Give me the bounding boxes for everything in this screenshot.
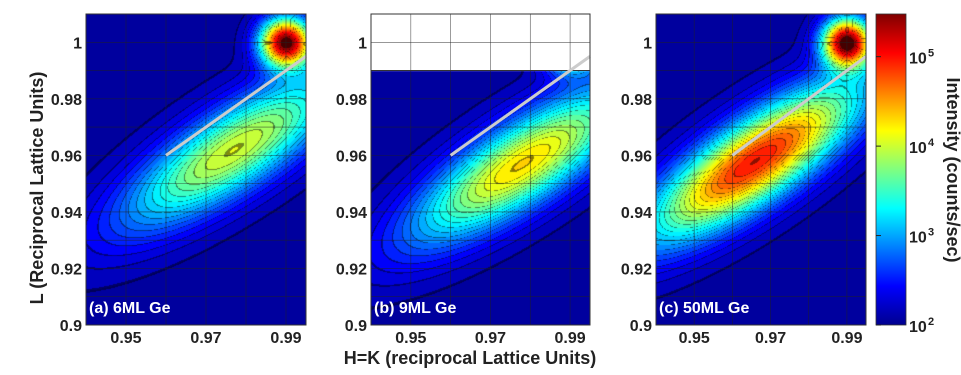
- colorbar-gradient: [875, 13, 907, 326]
- colorbar-tick-exponent: 5: [928, 48, 934, 60]
- x-tick-label: 0.97: [755, 330, 786, 347]
- y-tick-label: 0.98: [621, 92, 652, 109]
- y-tick-label: 1: [358, 35, 367, 52]
- grid-a: [86, 14, 306, 325]
- x-tick-label: 0.99: [831, 330, 862, 347]
- colorbar-tick-label: 10: [909, 230, 927, 247]
- y-axis-label: L (Reciprocal Lattice Units): [27, 72, 47, 305]
- guide-line-b: [449, 55, 591, 157]
- colorbar-tick-exponent: 2: [928, 316, 934, 328]
- y-tick-label: 0.92: [51, 261, 82, 278]
- heatmap-a: [86, 14, 306, 325]
- colorbar-tick-label: 10: [909, 140, 927, 157]
- y-tick-label: 0.94: [621, 205, 652, 222]
- y-tick-label: 0.94: [336, 205, 367, 222]
- x-tick-label: 0.95: [679, 330, 710, 347]
- colorbar-tick-exponent: 3: [928, 227, 934, 239]
- y-tick-label: 0.96: [51, 148, 82, 165]
- panel-label-b: (b) 9ML Ge: [374, 300, 456, 317]
- x-tick-label: 0.99: [270, 330, 301, 347]
- colorbar-tick-label: 10: [909, 319, 927, 336]
- guide-line-c: [731, 55, 867, 157]
- x-tick-label: 0.95: [395, 330, 426, 347]
- y-tick-label: 0.92: [621, 261, 652, 278]
- grid-c: [656, 14, 866, 325]
- y-tick-label: 1: [643, 35, 652, 52]
- frame-b: [370, 13, 591, 326]
- panel-b: 0.95 0.97 0.99 0.9 0.92 0.94 0.96 0.98 1 (b) 9ML …: [336, 13, 591, 347]
- y-tick-label: 0.98: [51, 92, 82, 109]
- panel-a: 0.95 0.97 0.99 0.9 0.92 0.94 0.96 0.98 1 (a) 6ML …: [51, 13, 307, 347]
- y-tick-label: 0.96: [336, 148, 367, 165]
- y-tick-label: 0.9: [60, 318, 82, 335]
- y-tick-label: 1: [73, 35, 82, 52]
- x-tick-label: 0.95: [110, 330, 141, 347]
- panel-c: 0.95 0.97 0.99 0.9 0.92 0.94 0.96 0.98 1 (c) 50ML…: [621, 13, 867, 347]
- x-tick-label: 0.97: [475, 330, 506, 347]
- heatmap-b: [371, 14, 590, 325]
- frame-c: [655, 13, 867, 326]
- y-tick-label: 0.98: [336, 92, 367, 109]
- frame-a: [85, 13, 307, 326]
- x-tick-label: 0.97: [190, 330, 221, 347]
- y-tick-label: 0.9: [345, 318, 367, 335]
- y-tick-label: 0.94: [51, 205, 82, 222]
- y-tick-label: 0.96: [621, 148, 652, 165]
- colorbar-tick-exponent: 4: [928, 137, 935, 149]
- heatmap-c: [656, 14, 866, 325]
- y-tick-label: 0.9: [630, 318, 652, 335]
- x-axis-label: H=K (reciprocal Lattice Units): [344, 348, 597, 368]
- colorbar-tick-label: 10: [909, 51, 927, 68]
- panel-label-a: (a) 6ML Ge: [89, 300, 171, 317]
- guide-line-a: [165, 55, 307, 157]
- panel-label-c: (c) 50ML Ge: [659, 300, 750, 317]
- x-tick-label: 0.99: [555, 330, 586, 347]
- colorbar-label: Intensity (counts/sec): [943, 77, 961, 262]
- y-tick-label: 0.92: [336, 261, 367, 278]
